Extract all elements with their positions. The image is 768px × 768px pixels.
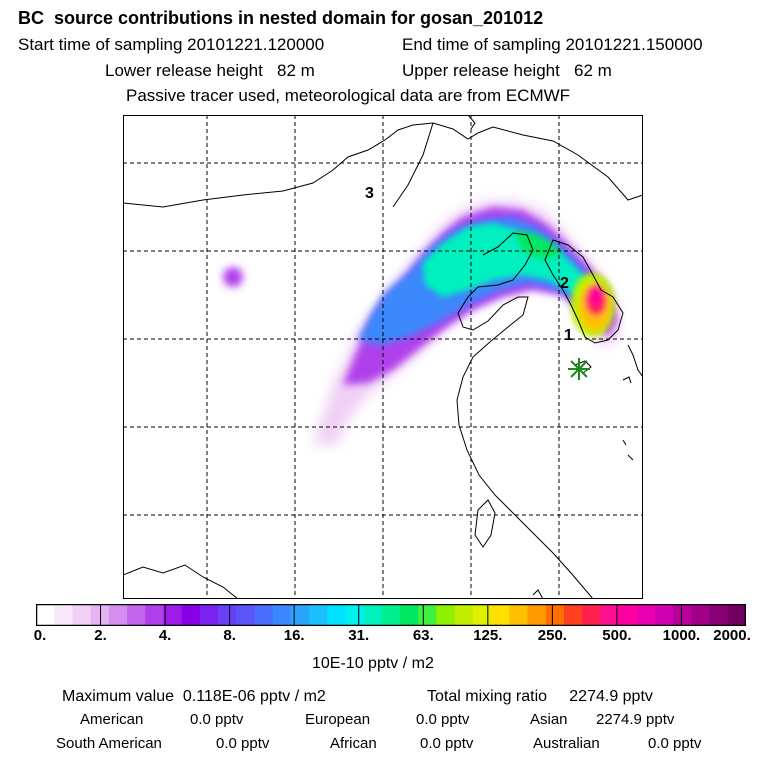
colorbar-tick-label: 125.: [473, 627, 503, 644]
region-label-3: 3: [365, 185, 374, 202]
colorbar-cell: [400, 604, 419, 626]
colorbar-cell: [436, 604, 456, 626]
tracer-note: Passive tracer used, meteorological data…: [126, 86, 571, 105]
colorbar: [36, 604, 746, 626]
colorbar-cell: [727, 604, 746, 626]
african-value: 0.0 pptv: [420, 735, 474, 752]
colorbar-cell: [309, 604, 328, 626]
asian-label: Asian: [530, 711, 568, 728]
colorbar-tick-label: 16.: [283, 627, 305, 644]
china-coastline: [456, 232, 594, 599]
colorbar-tick-label: 4.: [158, 627, 172, 644]
colorbar-cell: [254, 604, 274, 626]
colorbar-cell: [582, 604, 601, 626]
african-label: African: [330, 735, 377, 752]
colorbar-cell: [381, 604, 401, 626]
colorbar-tick-label: 2.: [94, 627, 107, 644]
colorbar-cell: [418, 604, 438, 626]
colorbar-unit: 10E-10 pptv / m2: [312, 655, 434, 672]
colorbar-cell: [563, 604, 583, 626]
colorbar-cell: [345, 604, 365, 626]
colorbar-cell: [472, 604, 492, 626]
colorbar-cell: [127, 604, 146, 626]
colorbar-cell: [90, 604, 110, 626]
european-value: 0.0 pptv: [416, 711, 470, 728]
plume-cyan: [423, 223, 601, 311]
map-panel: 1 2 3: [123, 115, 643, 599]
japan-coast: [627, 344, 643, 378]
colorbar-cell: [218, 604, 237, 626]
colorbar-cell: [181, 604, 201, 626]
south-border: [123, 564, 239, 599]
colorbar-tick-label: 2000.: [713, 627, 751, 644]
colorbar-cell: [199, 604, 219, 626]
colorbar-cell: [363, 604, 383, 626]
colorbar-cell: [709, 604, 729, 626]
region-label-2: 2: [560, 275, 569, 292]
colorbar-tick-label: 31.: [348, 627, 370, 644]
colorbar-cell: [72, 604, 92, 626]
colorbar-cell: [236, 604, 256, 626]
australian-label: Australian: [533, 735, 600, 752]
upper-release-height: Upper release height 62 m: [402, 61, 612, 80]
colorbar-tick-label: 250.: [537, 627, 567, 644]
star-icon: [568, 358, 590, 380]
american-value: 0.0 pptv: [190, 711, 244, 728]
colorbar-cell: [509, 604, 529, 626]
north-border: [492, 126, 643, 201]
end-time-label: End time of sampling 20101221.150000: [402, 35, 703, 54]
colorbar-cell: [600, 604, 620, 626]
total-mixing-ratio: Total mixing ratio 2274.9 pptv: [427, 688, 653, 705]
colorbar-cell: [163, 604, 183, 626]
colorbar-tick-label: 0.: [33, 627, 47, 644]
colorbar-cell: [654, 604, 674, 626]
plume-hotspot: [571, 273, 615, 337]
colorbar-cell: [327, 604, 347, 626]
region-label-1: 1: [564, 327, 573, 344]
lower-release-height: Lower release height 82 m: [105, 61, 315, 80]
plot-title: BC source contributions in nested domain…: [18, 8, 544, 28]
taiwan-coastline: [474, 499, 496, 548]
colorbar-tick-label: 63.: [412, 627, 434, 644]
colorbar-tick-label: 500.: [602, 627, 632, 644]
colorbar-cell: [272, 604, 292, 626]
max-value-label: Maximum value 0.118E-06 pptv / m2: [62, 688, 326, 705]
colorbar-cell: [54, 604, 74, 626]
colorbar-cell: [108, 604, 128, 626]
map-frame: [123, 115, 643, 599]
colorbar-tick-label: 8.: [223, 627, 236, 644]
colorbar-cell: [673, 604, 692, 626]
korea-coastline: [544, 239, 624, 344]
coastlines: [123, 115, 643, 599]
start-time-label: Start time of sampling 20101221.120000: [18, 35, 325, 54]
lat-lon-grid: [123, 115, 643, 599]
colorbar-cell: [290, 604, 310, 626]
colorbar-tick-label: 1000.: [662, 627, 701, 644]
south-american-value: 0.0 pptv: [216, 735, 270, 752]
colorbar-cell: [527, 604, 547, 626]
colorbar-cell: [618, 604, 638, 626]
colorbar-cell: [636, 604, 656, 626]
european-label: European: [305, 711, 371, 728]
inner-border: [392, 122, 434, 208]
asian-value: 2274.9 pptv: [596, 711, 675, 728]
american-label: American: [80, 711, 144, 728]
colorbar-cell: [545, 604, 565, 626]
colorbar-cell: [454, 604, 474, 626]
colorbar-cell: [691, 604, 711, 626]
colorbar-cell: [491, 604, 510, 626]
mongolia-border: [123, 122, 494, 208]
south-american-label: South American: [56, 735, 162, 752]
colorbar-cell: [36, 604, 55, 626]
colorbar-cell: [145, 604, 165, 626]
australian-value: 0.0 pptv: [648, 735, 702, 752]
